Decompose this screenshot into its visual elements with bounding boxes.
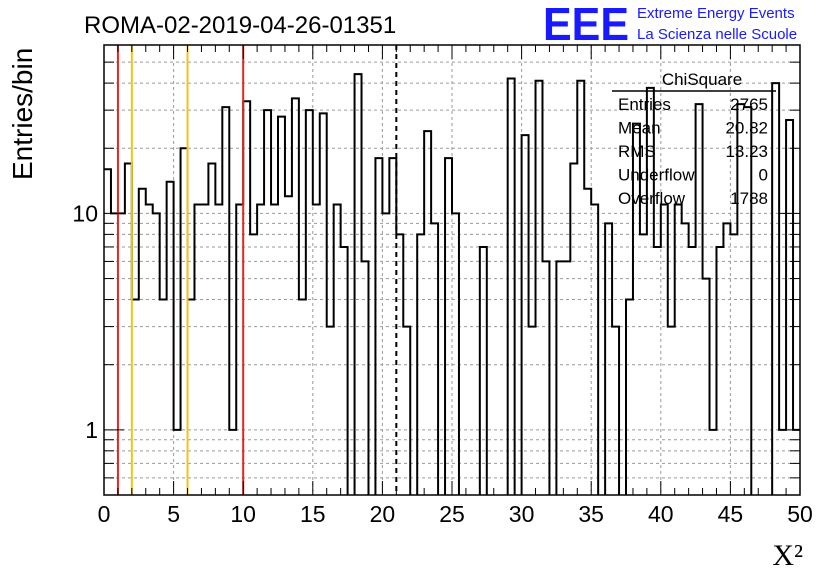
histogram-outline	[104, 73, 800, 495]
histogram-bar	[556, 261, 563, 495]
histogram-bar	[424, 131, 431, 495]
histogram-bar	[104, 169, 111, 495]
histogram-bar	[689, 247, 696, 495]
histogram-bar	[605, 223, 612, 495]
histogram-bar	[668, 327, 675, 495]
x-tick-label: 0	[98, 501, 111, 527]
histogram-bar	[542, 261, 549, 495]
x-tick-label: 50	[787, 501, 813, 527]
histogram-bar	[306, 110, 313, 495]
histogram-bar	[654, 247, 661, 495]
stats-box-label: Underflow	[618, 166, 695, 185]
histogram-bar	[563, 261, 570, 495]
histogram-bar	[786, 120, 793, 495]
histogram-bar	[111, 213, 118, 495]
logo-line-1: Extreme Energy Events	[637, 5, 795, 22]
histogram-bar	[132, 300, 139, 495]
y-axis-label: Entries/bin	[7, 48, 38, 180]
stats-box-label: RMS	[618, 142, 656, 161]
histogram-bar	[612, 327, 619, 495]
x-tick-label: 45	[718, 501, 744, 527]
histogram-bar	[236, 204, 243, 495]
x-tick-label: 15	[300, 501, 326, 527]
x-tick-label: 25	[439, 501, 465, 527]
histogram-bar	[118, 213, 125, 495]
x-tick-label: 40	[648, 501, 674, 527]
stats-box-value: 0	[759, 166, 768, 185]
histogram-bar	[271, 204, 278, 495]
histogram-bar	[675, 204, 682, 495]
histogram-bar	[723, 223, 730, 495]
x-tick-label: 5	[167, 501, 180, 527]
histogram-bar	[327, 327, 334, 495]
histogram-bar	[292, 98, 299, 495]
histogram-bar	[257, 204, 264, 495]
histogram-bar	[772, 83, 779, 495]
histogram-bar	[313, 204, 320, 495]
histogram-bar	[480, 247, 487, 495]
histogram	[104, 73, 800, 495]
histogram-bar	[452, 213, 459, 495]
x-tick-label: 10	[230, 501, 256, 527]
y-tick-label: 1	[85, 417, 98, 443]
histogram-bar	[243, 101, 250, 495]
x-tick-label: 30	[509, 501, 535, 527]
histogram-bar	[285, 196, 292, 495]
histogram-bar	[577, 81, 584, 495]
histogram-bar	[529, 327, 536, 495]
histogram-bar	[201, 204, 208, 495]
histogram-bar	[215, 204, 222, 495]
histogram-bar	[536, 81, 543, 495]
histogram-bar	[264, 110, 271, 495]
cut-lines	[116, 45, 398, 495]
histogram-bar	[167, 182, 174, 495]
eee-logo: EEE Extreme Energy Events La Scienza nel…	[543, 0, 797, 50]
grid	[104, 45, 800, 495]
histogram-bar	[744, 107, 751, 495]
histogram-bar	[194, 204, 201, 495]
histogram-bar	[431, 223, 438, 495]
histogram-bar	[160, 300, 167, 495]
histogram-bar	[146, 204, 153, 495]
stats-box-label: Entries	[618, 95, 671, 114]
histogram-bar	[716, 247, 723, 495]
x-tick-label: 20	[370, 501, 396, 527]
stats-box-title: ChiSquare	[662, 70, 742, 89]
chart-title: ROMA-02-2019-04-26-01351	[84, 12, 396, 39]
stats-box-value: 2765	[730, 95, 768, 114]
histogram-bar	[626, 300, 633, 495]
stats-box: ChiSquare Entries 2765 Mean 20.82 RMS 13.23 Und…	[612, 70, 776, 208]
histogram-bar	[591, 204, 598, 495]
histogram-bar	[508, 79, 515, 495]
histogram-bar	[355, 74, 362, 495]
histogram-bar	[661, 204, 668, 495]
histogram-bar	[188, 300, 195, 495]
axes: 0 5 10 15 20 25 30 35 40 45 50 1 10	[72, 44, 813, 527]
histogram-bar	[153, 213, 160, 495]
logo-mark: EEE	[543, 0, 629, 50]
histogram-bar	[403, 327, 410, 495]
histogram-bar	[362, 261, 369, 495]
histogram-bar	[320, 113, 327, 495]
histogram-bar	[181, 148, 188, 495]
stats-box-value: 20.82	[725, 119, 768, 138]
histogram-bar	[522, 135, 529, 495]
histogram-bar	[682, 223, 689, 495]
stats-box-value: 13.23	[725, 142, 768, 161]
x-tick-label: 35	[578, 501, 604, 527]
x-axis-label: X²	[772, 539, 803, 572]
histogram-bar	[278, 117, 285, 495]
logo-line-2: La Scienza nelle Scuole	[637, 26, 797, 43]
stats-box-label: Mean	[618, 119, 661, 138]
histogram-bar	[341, 247, 348, 495]
histogram-bar	[299, 300, 306, 495]
stats-box-label: Overflow	[618, 189, 686, 208]
histogram-bar	[382, 213, 389, 495]
histogram-bar	[703, 279, 710, 495]
stats-box-value: 1788	[730, 189, 768, 208]
histogram-bar	[222, 107, 229, 495]
histogram-bar	[334, 204, 341, 495]
y-tick-label: 10	[72, 200, 98, 226]
